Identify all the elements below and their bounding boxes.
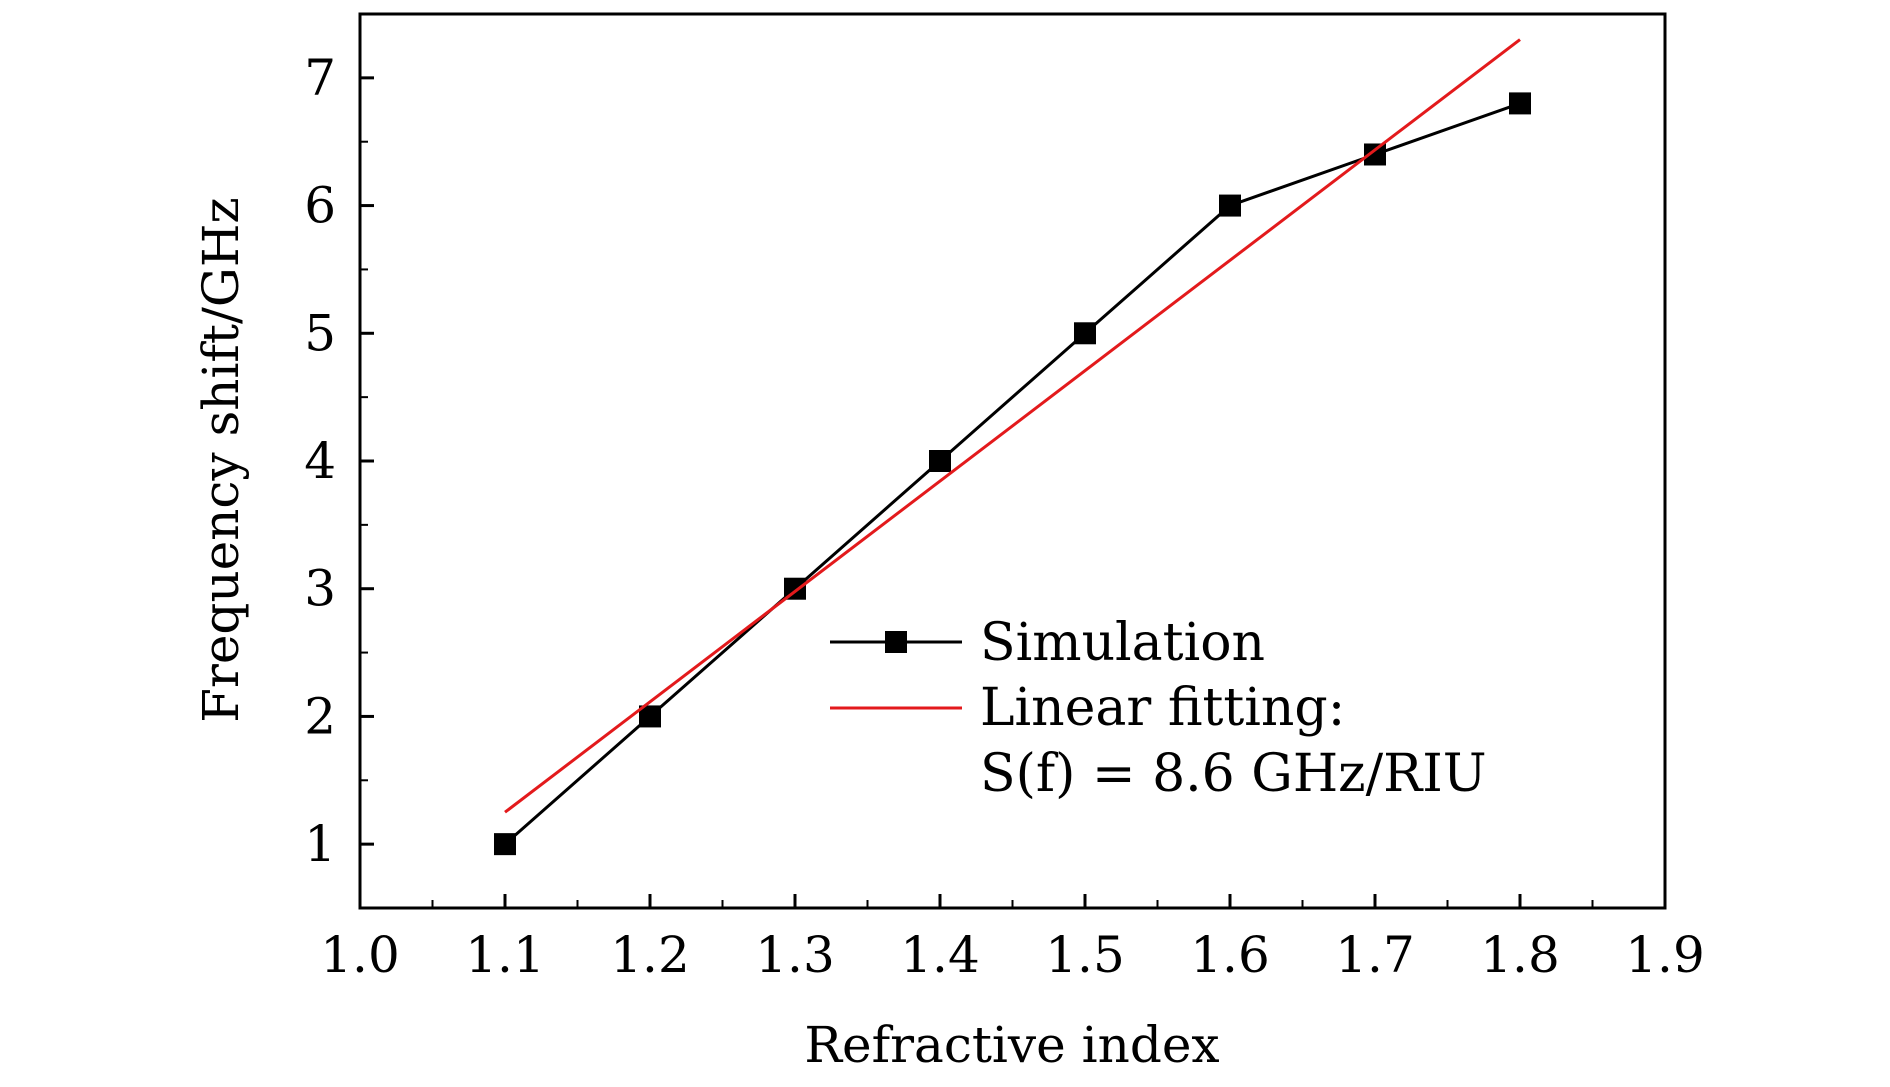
data-point xyxy=(1364,143,1386,166)
simulation-line xyxy=(504,101,1521,846)
legend-simulation-marker xyxy=(885,631,907,653)
y-axis-label: Frequency shift/GHz xyxy=(192,197,250,723)
y-tick-label: 2 xyxy=(304,687,336,745)
data-point xyxy=(639,705,661,728)
x-tick-label: 1.0 xyxy=(320,926,400,984)
x-tick-label: 1.7 xyxy=(1335,926,1415,984)
x-tick-label: 1.4 xyxy=(900,926,980,984)
legend: Simulation Linear fitting: S(f) = 8.6 GH… xyxy=(830,613,1487,804)
x-tick-label: 1.8 xyxy=(1480,926,1560,984)
y-tick-label: 6 xyxy=(304,177,336,235)
y-tick-label: 7 xyxy=(304,49,336,107)
series-layer xyxy=(494,38,1531,856)
y-tick-label: 4 xyxy=(304,432,336,490)
x-tick-label: 1.6 xyxy=(1190,926,1270,984)
fit-annotation: S(f) = 8.6 GHz/RIU xyxy=(980,744,1487,804)
y-tick-label: 1 xyxy=(304,815,336,873)
x-tick-label: 1.9 xyxy=(1625,926,1705,984)
x-axis-label: Refractive index xyxy=(804,1016,1219,1074)
data-point xyxy=(1509,92,1531,115)
legend-fit-label: Linear fitting: xyxy=(980,678,1345,738)
x-tick-label: 1.1 xyxy=(465,926,545,984)
x-tick-label: 1.2 xyxy=(610,926,690,984)
x-tick-label: 1.3 xyxy=(755,926,835,984)
y-tick-label: 5 xyxy=(304,304,336,362)
data-point xyxy=(1074,322,1096,345)
y-tick-label: 3 xyxy=(304,560,336,618)
data-point xyxy=(1219,194,1241,217)
x-tick-label: 1.5 xyxy=(1045,926,1125,984)
data-point xyxy=(494,833,516,856)
legend-simulation-label: Simulation xyxy=(980,613,1265,673)
data-point xyxy=(929,450,951,472)
fit-line xyxy=(504,38,1521,814)
axes-layer: 1.0 1.1 1.2 1.3 1.4 1.5 1.6 1.7 1.8 1.9 1 2 3 4 5 6 7 xyxy=(304,49,1705,984)
